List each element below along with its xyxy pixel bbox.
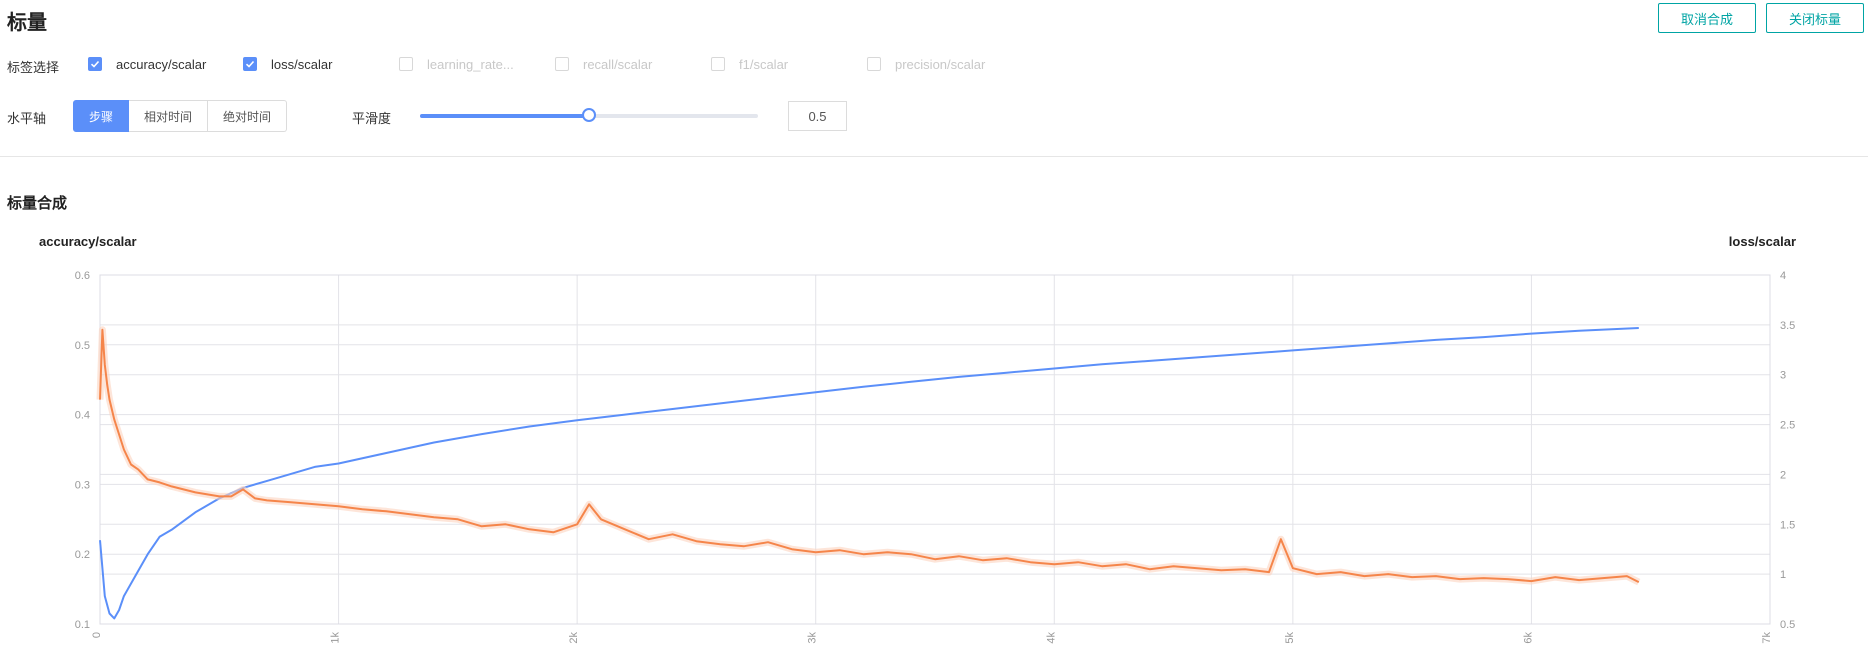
chart-section-title: 标量合成	[7, 195, 68, 212]
y-right-tick-label: 0.5	[1780, 619, 1795, 631]
tag-option-recall[interactable]: recall/scalar	[555, 56, 652, 72]
checkbox-icon[interactable]	[711, 57, 725, 71]
checkbox-icon[interactable]	[867, 57, 881, 71]
y-left-tick-label: 0.5	[75, 340, 90, 352]
series-line-accuracy	[99, 327, 1639, 620]
y-left-tick-label: 0.3	[75, 479, 90, 491]
series-line-loss	[99, 328, 1640, 583]
left-axis-title: accuracy/scalar	[39, 234, 137, 249]
x-tick-label: 4k	[1045, 632, 1057, 644]
tag-option-precision[interactable]: precision/scalar	[867, 56, 985, 72]
x-axis-option-absolute-time[interactable]: 绝对时间	[208, 100, 287, 132]
y-left-tick-label: 0.2	[75, 549, 90, 561]
tag-label: precision/scalar	[895, 56, 986, 72]
checkbox-icon[interactable]	[243, 57, 257, 71]
checkbox-icon[interactable]	[555, 57, 569, 71]
smoothing-slider-handle[interactable]	[582, 108, 596, 122]
tag-option-loss[interactable]: loss/scalar	[243, 56, 332, 72]
y-right-tick-label: 2.5	[1780, 420, 1795, 432]
x-tick-label: 1k	[330, 632, 342, 644]
y-right-tick-label: 1.5	[1780, 519, 1795, 531]
checkbox-icon[interactable]	[88, 57, 102, 71]
y-left-tick-label: 0.1	[75, 619, 90, 631]
right-axis-title: loss/scalar	[1728, 234, 1796, 249]
close-scalar-button[interactable]: 关闭标量	[1766, 3, 1864, 33]
smoothing-slider-fill	[420, 114, 589, 118]
tag-label: f1/scalar	[739, 56, 789, 72]
tag-option-learning-rate[interactable]: learning_rate...	[399, 56, 514, 72]
smoothing-value-input[interactable]: 0.5	[788, 101, 847, 131]
y-right-tick-label: 3.5	[1780, 320, 1795, 332]
x-tick-label: 6k	[1522, 632, 1534, 644]
x-tick-label: 7k	[1761, 632, 1773, 644]
x-axis-label: 水平轴	[7, 111, 47, 126]
x-tick-label: 0	[91, 632, 103, 638]
y-right-tick-label: 1	[1780, 569, 1786, 581]
x-axis-option-relative-time[interactable]: 相对时间	[129, 100, 208, 132]
divider	[0, 156, 1868, 157]
smoothing-label: 平滑度	[352, 111, 392, 126]
tag-label: learning_rate...	[427, 56, 514, 72]
tag-filter-label: 标签选择	[7, 60, 60, 75]
y-right-tick-label: 4	[1780, 270, 1786, 282]
y-right-tick-label: 2	[1780, 469, 1786, 481]
plot-border	[99, 274, 1771, 625]
y-left-tick-label: 0.4	[75, 410, 90, 422]
tag-label: accuracy/scalar	[116, 56, 207, 72]
tag-label: loss/scalar	[271, 56, 333, 72]
tag-option-f1[interactable]: f1/scalar	[711, 56, 788, 72]
x-axis-option-step[interactable]: 步骤	[73, 100, 129, 132]
series-raw-band	[96, 326, 1641, 586]
x-tick-label: 3k	[807, 632, 819, 644]
checkbox-icon[interactable]	[399, 57, 413, 71]
cancel-compose-button[interactable]: 取消合成	[1658, 3, 1756, 33]
smoothing-slider[interactable]	[420, 108, 758, 122]
x-tick-label: 5k	[1284, 632, 1296, 644]
y-right-tick-label: 3	[1780, 370, 1786, 382]
x-tick-label: 2k	[568, 632, 580, 644]
y-left-tick-label: 0.6	[75, 270, 90, 282]
tag-label: recall/scalar	[583, 56, 653, 72]
tag-option-accuracy[interactable]: accuracy/scalar	[88, 56, 206, 72]
x-axis-segmented-control: 步骤 相对时间 绝对时间	[73, 100, 287, 132]
page-title: 标量	[7, 12, 47, 34]
